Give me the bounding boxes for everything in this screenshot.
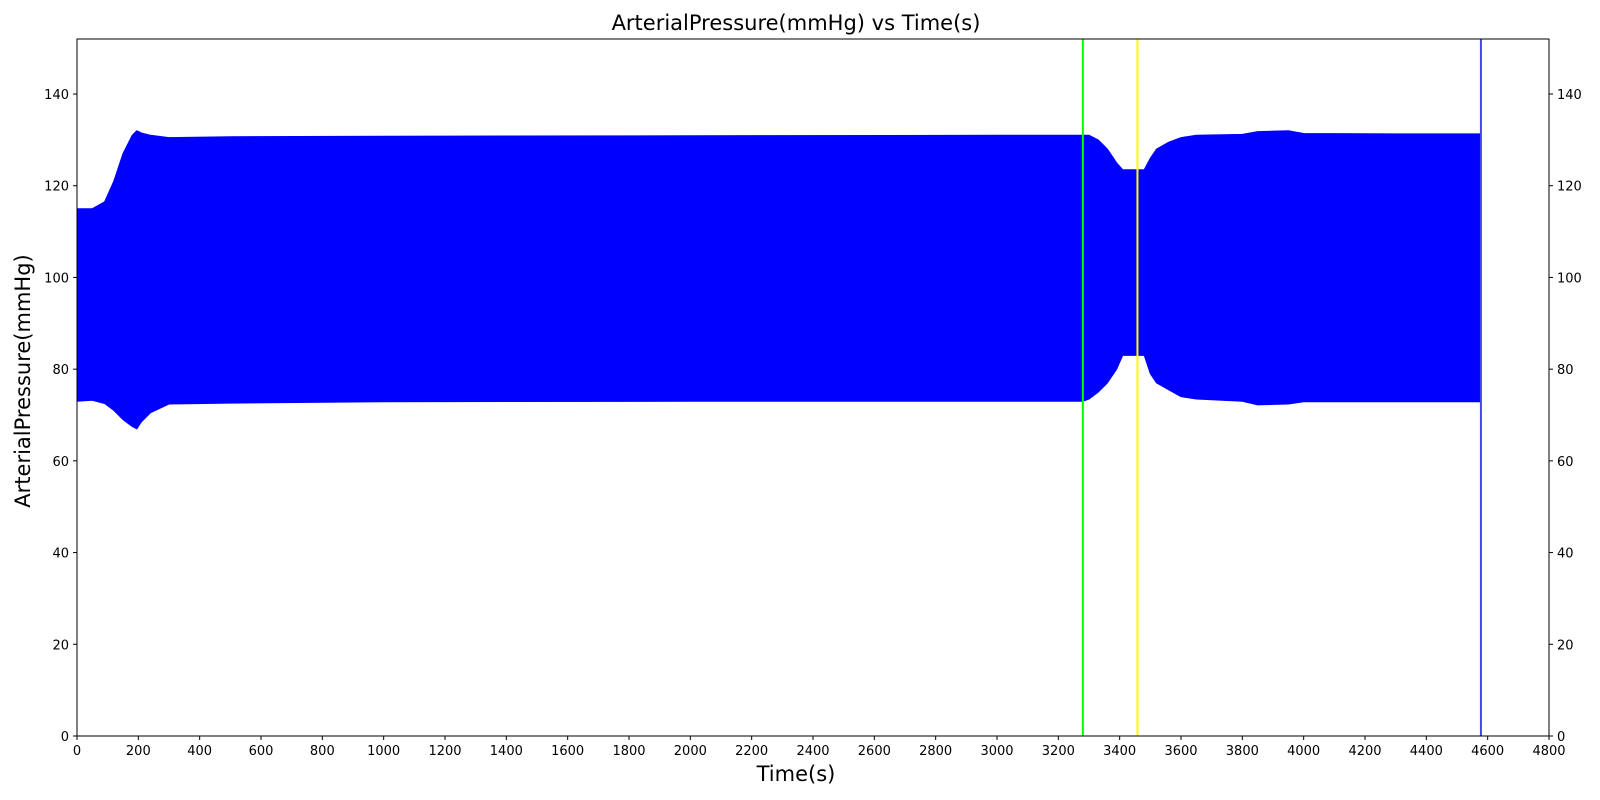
x-tick-label: 4200 bbox=[1348, 744, 1381, 759]
x-tick-label: 3200 bbox=[1042, 744, 1075, 759]
x-tick-label: 800 bbox=[310, 744, 335, 759]
y-tick-label-left: 120 bbox=[44, 180, 69, 195]
x-tick-label: 1200 bbox=[428, 744, 461, 759]
y-tick-label-left: 20 bbox=[52, 638, 69, 653]
x-tick-label: 400 bbox=[187, 744, 212, 759]
y-tick-label-left: 60 bbox=[52, 455, 69, 470]
x-tick-label: 2200 bbox=[735, 744, 768, 759]
y-tick-label-left: 100 bbox=[44, 271, 69, 286]
y-tick-label-right: 20 bbox=[1557, 638, 1574, 653]
series-band-0 bbox=[77, 130, 1481, 430]
x-tick-label: 3800 bbox=[1226, 744, 1259, 759]
x-tick-label: 2400 bbox=[796, 744, 829, 759]
x-tick-label: 1000 bbox=[367, 744, 400, 759]
y-tick-label-right: 140 bbox=[1557, 88, 1582, 103]
x-tick-label: 4400 bbox=[1410, 744, 1443, 759]
x-tick-label: 200 bbox=[126, 744, 151, 759]
y-tick-label-left: 0 bbox=[61, 730, 69, 745]
x-tick-label: 4000 bbox=[1287, 744, 1320, 759]
x-tick-label: 2000 bbox=[674, 744, 707, 759]
x-tick-label: 2600 bbox=[858, 744, 891, 759]
x-tick-label: 2800 bbox=[919, 744, 952, 759]
x-tick-label: 1800 bbox=[612, 744, 645, 759]
plot-frame bbox=[76, 38, 1550, 737]
x-axis-title: Time(s) bbox=[756, 762, 836, 786]
y-tick-label-left: 80 bbox=[52, 363, 69, 378]
x-tick-label: 3400 bbox=[1103, 744, 1136, 759]
axes-ticks: 0 200 400 600 800 1000 1200 1400 1600 1800 2000 220… bbox=[44, 88, 1582, 759]
x-tick-label: 4600 bbox=[1471, 744, 1504, 759]
y-tick-label-right: 80 bbox=[1557, 363, 1574, 378]
x-tick-label: 1400 bbox=[490, 744, 523, 759]
x-tick-label: 1600 bbox=[551, 744, 584, 759]
x-tick-label: 0 bbox=[73, 744, 81, 759]
x-tick-label: 4800 bbox=[1532, 744, 1565, 759]
y-tick-label-right: 100 bbox=[1557, 271, 1582, 286]
plot-area bbox=[77, 39, 1482, 736]
x-tick-label: 600 bbox=[249, 744, 274, 759]
y-tick-label-left: 140 bbox=[44, 88, 69, 103]
y-tick-label-right: 40 bbox=[1557, 547, 1574, 562]
x-tick-label: 3600 bbox=[1164, 744, 1197, 759]
y-tick-label-right: 60 bbox=[1557, 455, 1574, 470]
y-tick-label-right: 0 bbox=[1557, 730, 1565, 745]
x-tick-label: 3000 bbox=[980, 744, 1013, 759]
y-tick-label-right: 120 bbox=[1557, 180, 1582, 195]
y-tick-label-left: 40 bbox=[52, 547, 69, 562]
y-axis-title: ArterialPressure(mmHg) bbox=[11, 254, 35, 507]
chart-title: ArterialPressure(mmHg) vs Time(s) bbox=[612, 11, 981, 35]
